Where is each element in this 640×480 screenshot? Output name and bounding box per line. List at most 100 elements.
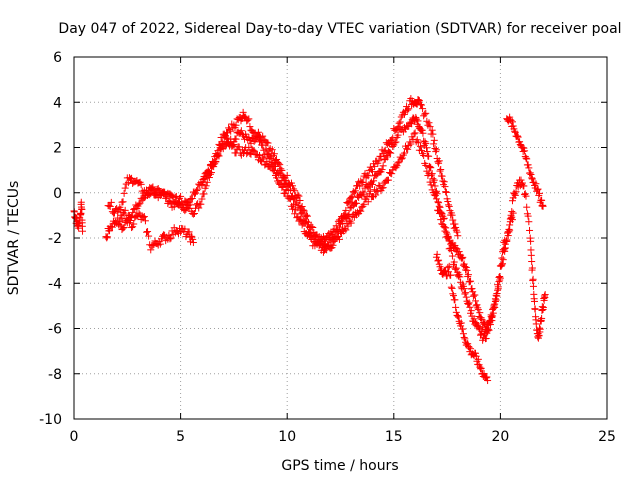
data-point [434, 158, 442, 166]
data-point [404, 106, 412, 114]
data-point [447, 246, 455, 254]
data-point [294, 191, 302, 199]
data-point [484, 325, 492, 333]
data-point [535, 189, 543, 197]
data-point [386, 140, 394, 148]
data-point [536, 325, 544, 333]
data-point [239, 108, 247, 116]
data-point [246, 149, 254, 157]
data-point [418, 101, 426, 109]
data-point [463, 266, 471, 274]
data-point [246, 123, 254, 131]
data-point [448, 252, 456, 260]
data-point [172, 192, 180, 200]
data-point [451, 220, 459, 228]
data-point [371, 162, 379, 170]
data-point [270, 150, 278, 158]
data-point [528, 174, 536, 182]
data-point [486, 321, 494, 329]
data-point [283, 171, 291, 179]
data-point [232, 135, 240, 143]
data-point [442, 188, 450, 196]
data-point [506, 215, 514, 223]
data-point [527, 251, 535, 259]
data-point [309, 224, 317, 232]
data-point [481, 320, 489, 328]
x-tick-label: 10 [278, 429, 296, 445]
data-point [436, 210, 444, 218]
data-point [422, 140, 430, 148]
data-point [193, 187, 201, 195]
data-point [264, 139, 272, 147]
data-point [375, 157, 383, 165]
data-markers [70, 95, 549, 385]
data-point [451, 296, 459, 304]
data-point [383, 153, 391, 161]
data-point [427, 181, 435, 189]
data-point [249, 146, 257, 154]
x-tick-label: 5 [176, 429, 185, 445]
data-point [357, 207, 365, 215]
data-point [129, 209, 137, 217]
data-point [539, 303, 547, 311]
data-point [431, 182, 439, 190]
data-point [435, 157, 443, 165]
data-point [430, 140, 438, 148]
data-point [462, 263, 470, 271]
data-point [538, 314, 546, 322]
data-point [461, 335, 469, 343]
data-point [263, 158, 271, 166]
data-point [298, 202, 306, 210]
data-point [532, 180, 540, 188]
data-point [477, 314, 485, 322]
data-point [398, 154, 406, 162]
data-point [435, 199, 443, 207]
data-point [527, 237, 535, 245]
data-point [422, 109, 430, 117]
data-point [273, 174, 281, 182]
data-point [378, 184, 386, 192]
data-point [525, 218, 533, 226]
data-point [532, 320, 540, 328]
data-point [508, 208, 516, 216]
data-point [456, 273, 464, 281]
data-point [176, 199, 184, 207]
data-point [474, 304, 482, 312]
data-point [528, 258, 536, 266]
data-point [250, 147, 258, 155]
data-point [148, 184, 156, 192]
data-point [372, 191, 380, 199]
data-point [472, 349, 480, 357]
data-point [422, 161, 430, 169]
data-point [442, 224, 450, 232]
data-point [425, 169, 433, 177]
y-axis-label: SDTVAR / TECUs [6, 181, 22, 296]
data-point [475, 324, 483, 332]
data-point [441, 183, 449, 191]
data-point [427, 164, 435, 172]
data-point [421, 110, 429, 118]
data-point [432, 195, 440, 203]
data-point [106, 202, 114, 210]
data-point [447, 271, 455, 279]
data-point [464, 300, 472, 308]
data-point [433, 250, 441, 258]
data-point [147, 246, 155, 254]
data-point [189, 235, 197, 243]
data-point [489, 312, 497, 320]
data-point [166, 235, 174, 243]
y-tick-label: -10 [39, 412, 62, 428]
data-point [497, 262, 505, 270]
data-point [337, 220, 344, 228]
data-point [429, 130, 437, 138]
data-point [291, 187, 299, 195]
data-point [79, 227, 87, 235]
data-point [388, 170, 396, 178]
data-point [520, 182, 528, 190]
data-point [315, 242, 323, 250]
data-point [245, 133, 253, 141]
data-point [432, 146, 440, 154]
data-point [364, 198, 372, 206]
data-point [449, 216, 457, 224]
data-point [440, 214, 448, 222]
